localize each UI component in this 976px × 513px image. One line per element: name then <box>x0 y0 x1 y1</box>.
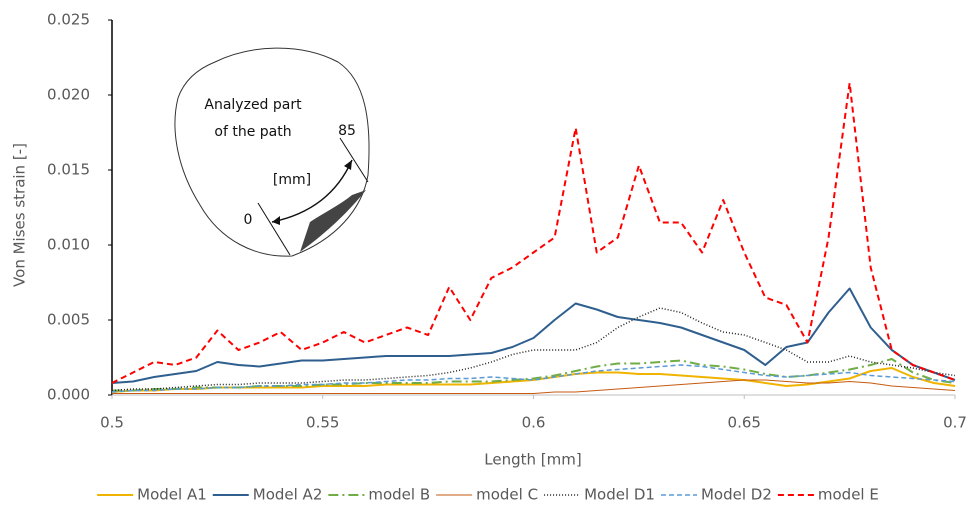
x-tick-label: 0.6 <box>522 414 546 432</box>
y-axis-label: Von Mises strain [-] <box>11 143 29 287</box>
series-line <box>111 82 956 384</box>
y-tick-label: 0.010 <box>47 236 90 254</box>
x-tick-label: 0.7 <box>943 414 967 432</box>
legend-label: Model A1 <box>137 486 207 504</box>
cross-section-outline <box>174 47 370 257</box>
y-tick-label: 0.000 <box>47 386 90 404</box>
x-axis-label: Length [mm] <box>484 451 581 469</box>
y-tick-label: 0.015 <box>47 161 90 179</box>
x-tick-label: 0.5 <box>100 414 124 432</box>
arrow-head <box>272 216 280 225</box>
legend-label: model B <box>368 486 430 504</box>
annotation: 0 <box>244 212 253 228</box>
path-end-line <box>257 202 291 256</box>
legend-label: model E <box>818 486 879 504</box>
legend-label: Model D2 <box>701 486 772 504</box>
series-line <box>111 287 956 384</box>
inset-diagram <box>174 47 370 257</box>
legend-label: model C <box>476 486 538 504</box>
y-tick-label: 0.020 <box>47 86 90 104</box>
series-line <box>111 364 956 393</box>
analyzed-region <box>300 190 366 252</box>
path-arrow <box>271 159 353 223</box>
annotation: of the path <box>214 124 291 140</box>
arrow-head <box>344 160 352 170</box>
y-tick-label: 0.005 <box>47 311 90 329</box>
legend-label: Model D1 <box>584 486 655 504</box>
series-line <box>112 379 956 394</box>
x-tick-label: 0.65 <box>728 414 761 432</box>
annotation: [mm] <box>273 172 311 188</box>
legend-label: Model A2 <box>253 486 323 504</box>
y-tick-label: 0.025 <box>47 11 90 29</box>
x-tick-label: 0.55 <box>306 414 339 432</box>
annotation: 85 <box>338 123 356 139</box>
path-end-line <box>339 137 369 183</box>
series-line <box>112 358 956 392</box>
annotation: Analyzed part <box>204 97 302 113</box>
